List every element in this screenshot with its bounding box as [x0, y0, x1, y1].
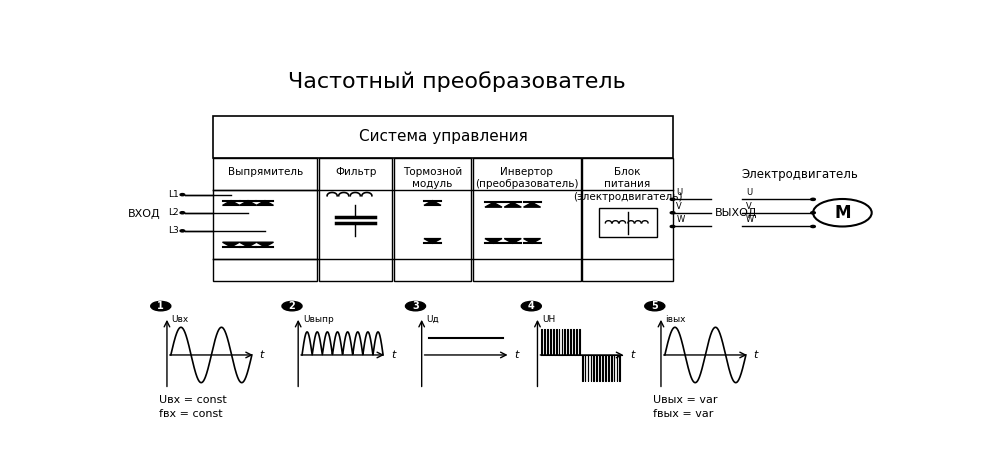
Polygon shape [485, 239, 502, 243]
Circle shape [644, 301, 665, 311]
Text: 5: 5 [651, 301, 658, 311]
Circle shape [150, 301, 171, 311]
Text: t: t [390, 350, 395, 360]
Text: 1: 1 [157, 301, 164, 311]
Text: t: t [754, 350, 758, 360]
Text: 2: 2 [289, 301, 296, 311]
Text: L2: L2 [168, 208, 178, 217]
Text: U: U [746, 188, 752, 197]
Circle shape [180, 230, 184, 232]
Text: M: M [834, 204, 851, 222]
Text: Тормозной
модуль: Тормозной модуль [402, 167, 462, 189]
Polygon shape [504, 239, 521, 243]
Circle shape [405, 301, 425, 311]
Circle shape [670, 198, 675, 200]
Text: 4: 4 [528, 301, 535, 311]
Text: Uвых = var
fвых = var: Uвых = var fвых = var [653, 395, 718, 419]
Circle shape [811, 198, 816, 200]
Text: L3: L3 [167, 227, 178, 235]
Text: Uвыпр: Uвыпр [303, 315, 334, 324]
Polygon shape [222, 242, 239, 247]
Polygon shape [257, 201, 274, 205]
Text: ВЫХОД: ВЫХОД [715, 208, 758, 218]
Polygon shape [424, 239, 441, 243]
Text: Выпрямитель: Выпрямитель [228, 167, 303, 177]
Text: W: W [746, 215, 754, 224]
Bar [319, 158, 392, 281]
Polygon shape [485, 203, 502, 207]
Polygon shape [222, 201, 239, 205]
Text: Uвх: Uвх [171, 315, 189, 324]
Circle shape [670, 212, 675, 214]
Text: Электродвигатель: Электродвигатель [741, 168, 859, 181]
Polygon shape [524, 239, 541, 243]
Circle shape [811, 212, 816, 214]
Text: U: U [676, 188, 682, 197]
Polygon shape [257, 242, 274, 247]
Polygon shape [239, 201, 257, 205]
Text: Uд: Uд [426, 315, 439, 324]
Text: t: t [260, 350, 264, 360]
Text: V: V [676, 202, 682, 211]
Polygon shape [524, 203, 541, 207]
Text: Инвертор
(преобразователь): Инвертор (преобразователь) [475, 167, 579, 189]
Circle shape [282, 301, 302, 311]
Bar [213, 158, 318, 281]
Bar [583, 158, 672, 281]
Text: V: V [746, 202, 752, 211]
Text: UН: UН [542, 315, 556, 324]
Text: L1: L1 [167, 190, 178, 199]
Text: Система управления: Система управления [359, 129, 527, 144]
Text: Uвх = const
fвх = const: Uвх = const fвх = const [159, 395, 227, 419]
Text: ВХОД: ВХОД [128, 209, 161, 219]
Circle shape [521, 301, 542, 311]
Text: iвых: iвых [665, 315, 686, 324]
Text: W: W [676, 215, 684, 224]
Circle shape [811, 226, 816, 227]
Text: 3: 3 [412, 301, 419, 311]
Bar [600, 208, 657, 237]
Text: t: t [514, 350, 519, 360]
Text: t: t [630, 350, 634, 360]
Circle shape [180, 194, 184, 196]
Polygon shape [239, 242, 257, 247]
Polygon shape [424, 201, 441, 205]
Polygon shape [504, 203, 521, 207]
Bar [213, 116, 672, 158]
Bar [473, 158, 581, 281]
Text: Фильтр: Фильтр [335, 167, 376, 177]
Text: Частотный преобразователь: Частотный преобразователь [288, 71, 625, 92]
Circle shape [180, 212, 184, 214]
Circle shape [670, 226, 675, 227]
Text: Блок
питания
(электродвигатель): Блок питания (электродвигатель) [573, 167, 682, 202]
Bar [393, 158, 471, 281]
